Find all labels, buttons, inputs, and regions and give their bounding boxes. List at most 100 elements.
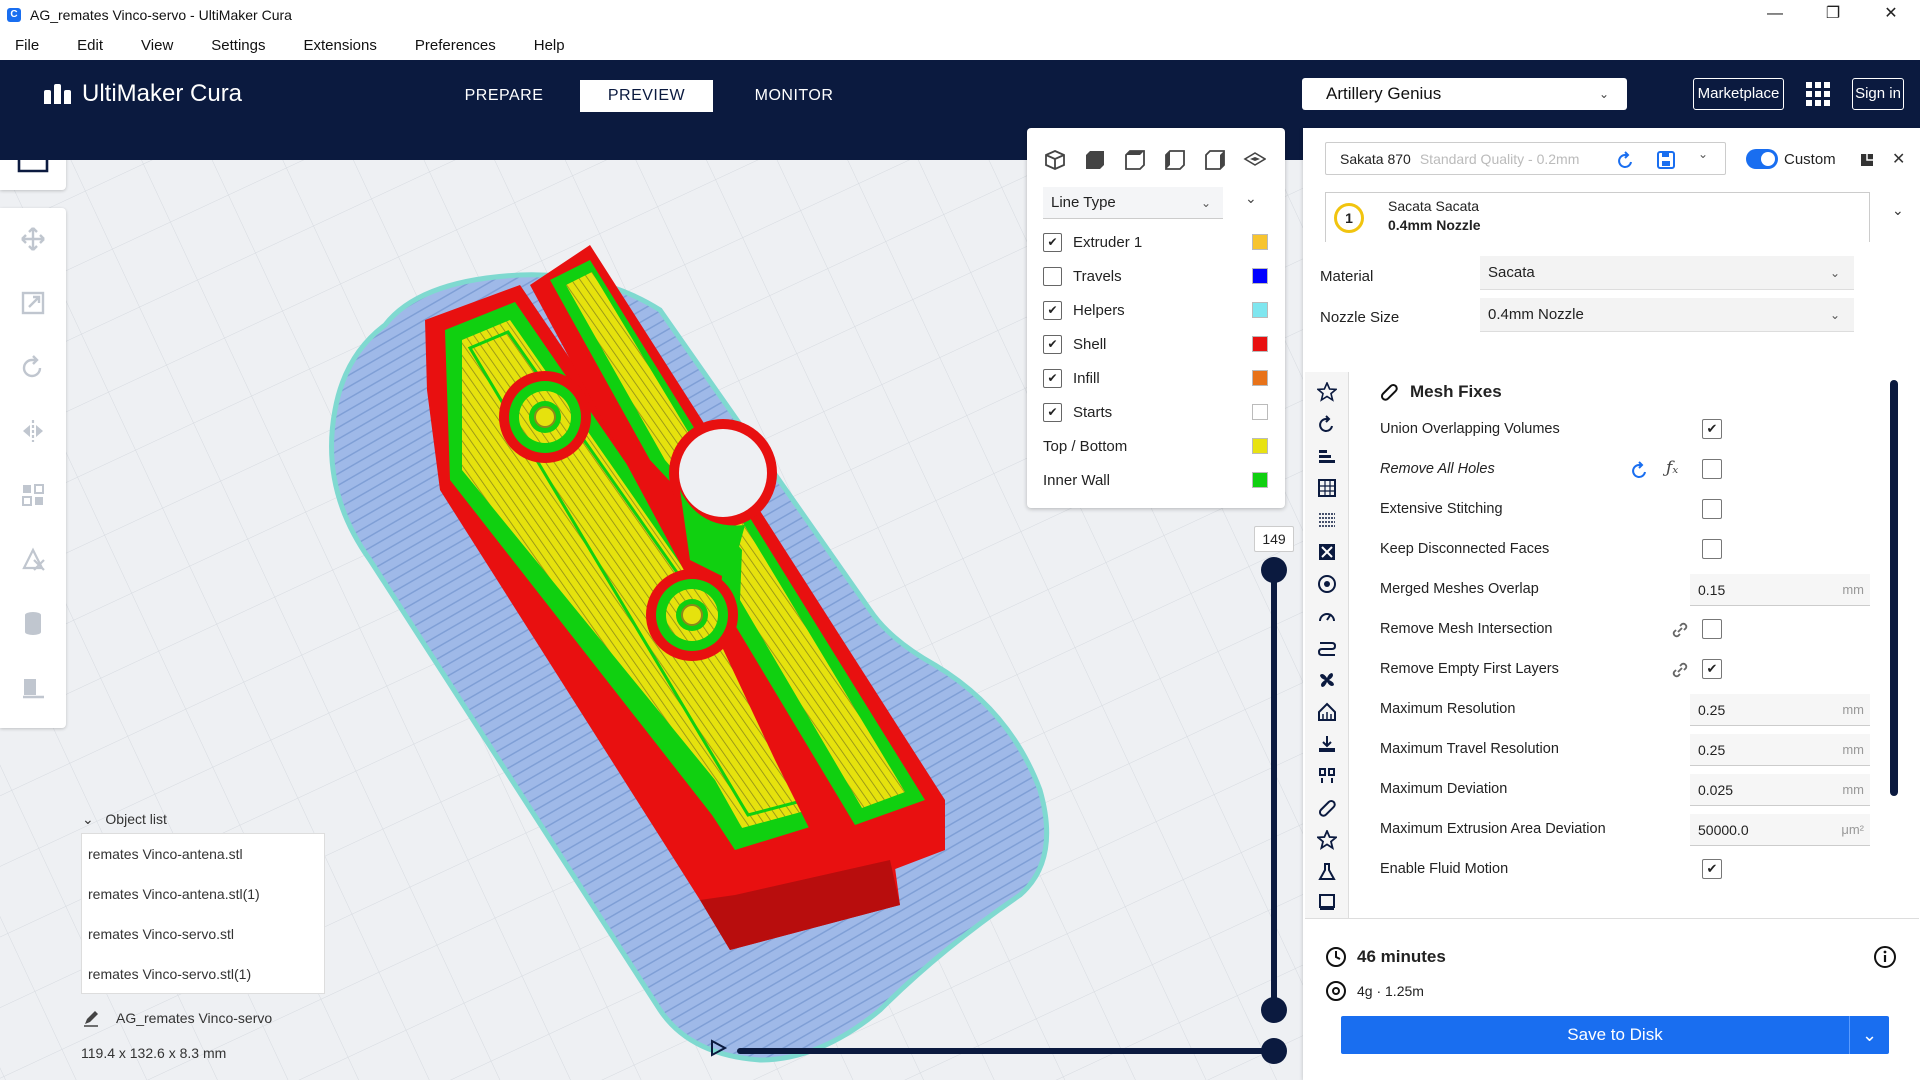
menu-help[interactable]: Help [533, 36, 565, 54]
chevron-down-icon[interactable]: ⌄ [1698, 147, 1709, 161]
checkbox[interactable] [1702, 619, 1722, 639]
front-view-button[interactable] [1083, 148, 1106, 171]
checkbox[interactable] [1702, 499, 1722, 519]
apps-grid-icon[interactable] [1806, 82, 1830, 106]
custom-mode-toggle[interactable] [1746, 149, 1778, 169]
color-scheme-dropdown[interactable]: Line Type ⌄ [1043, 187, 1223, 219]
chevron-down-icon[interactable]: ⌄ [1892, 202, 1904, 218]
legend-row-shell[interactable]: ✔ Shell [1043, 333, 1268, 355]
category-support[interactable] [1315, 700, 1339, 724]
legend-row-helpers[interactable]: ✔ Helpers [1043, 299, 1268, 321]
number-input[interactable]: 0.15 mm [1690, 574, 1870, 606]
section-header-mesh-fixes[interactable]: Mesh Fixes [1378, 381, 1502, 403]
play-icon[interactable] [708, 1038, 728, 1058]
legend-row-extruder[interactable]: ✔ Extruder 1 [1043, 231, 1268, 253]
checkbox[interactable]: ✔ [1043, 402, 1062, 422]
category-recommended[interactable] [1315, 380, 1339, 404]
printer-selector[interactable]: Artillery Genius ⌄ [1302, 78, 1627, 110]
close-icon[interactable]: ✕ [1892, 151, 1906, 168]
support-blocker-tool[interactable] [16, 542, 50, 576]
checkbox[interactable]: ✔ [1702, 659, 1722, 679]
layer-slider-bottom-handle[interactable] [1261, 997, 1287, 1023]
tab-preview[interactable]: PREVIEW [580, 80, 713, 112]
job-name-row[interactable]: AG_remates Vinco-servo [82, 1009, 272, 1027]
category-cooling[interactable] [1315, 668, 1339, 692]
checkbox[interactable]: ✔ [1043, 300, 1062, 320]
number-input[interactable]: 0.25 mm [1690, 734, 1870, 766]
category-walls[interactable] [1315, 476, 1339, 500]
reset-icon[interactable] [1616, 150, 1636, 170]
save-profile-icon[interactable] [1656, 150, 1676, 170]
checkbox[interactable] [1043, 266, 1062, 286]
tab-monitor[interactable]: MONITOR [754, 87, 834, 104]
number-input[interactable]: 50000.0 μm² [1690, 814, 1870, 846]
marketplace-button[interactable]: Marketplace [1693, 78, 1784, 110]
rotate-tool[interactable] [16, 350, 50, 384]
3d-view-button[interactable] [1043, 148, 1066, 171]
info-icon[interactable] [1873, 945, 1897, 969]
reset-setting-icon[interactable] [1630, 460, 1650, 480]
checkbox[interactable]: ✔ [1043, 368, 1062, 388]
menu-preferences[interactable]: Preferences [414, 36, 496, 54]
save-options-dropdown[interactable]: ⌄ [1849, 1016, 1889, 1054]
object-list-item[interactable]: remates Vinco-antena.stl [88, 846, 243, 862]
menu-view[interactable]: View [141, 36, 174, 54]
maximize-button[interactable]: ❐ [1825, 5, 1841, 22]
category-travel[interactable] [1315, 636, 1339, 660]
link-icon[interactable] [1670, 620, 1690, 640]
menu-extensions[interactable]: Extensions [303, 36, 377, 54]
number-input[interactable]: 0.25 mm [1690, 694, 1870, 726]
profile-selector[interactable]: Sakata 870 Standard Quality - 0.2mm ⌄ [1325, 142, 1726, 175]
cylinder-tool[interactable] [16, 606, 50, 640]
material-dropdown[interactable]: Sacata ⌄ [1480, 256, 1854, 290]
object-list-item[interactable]: remates Vinco-antena.stl(1) [88, 886, 260, 902]
minimize-button[interactable]: — [1767, 5, 1783, 22]
category-top-bottom[interactable] [1315, 508, 1339, 532]
layer-number-field[interactable]: 149 [1254, 526, 1294, 552]
category-experimental[interactable] [1315, 860, 1339, 884]
category-mesh-fixes[interactable] [1315, 796, 1339, 820]
settings-scrollbar[interactable] [1890, 380, 1898, 796]
category-infill[interactable] [1315, 540, 1339, 564]
object-list-header[interactable]: ⌄ Object list [82, 811, 167, 828]
category-speed[interactable] [1315, 604, 1339, 628]
number-input[interactable]: 0.025 mm [1690, 774, 1870, 806]
left-view-button[interactable] [1163, 148, 1186, 171]
checkbox[interactable]: ✔ [1043, 232, 1062, 252]
right-view-button[interactable] [1203, 148, 1226, 171]
category-dual-extrusion[interactable] [1315, 764, 1339, 788]
mirror-tool[interactable] [16, 414, 50, 448]
checkbox[interactable] [1702, 539, 1722, 559]
collapse-panel-chevron-icon[interactable]: ⌄ [1245, 190, 1257, 206]
open-file-button[interactable] [0, 160, 66, 190]
layer-view-button[interactable] [1243, 148, 1266, 171]
category-material[interactable] [1315, 572, 1339, 596]
function-icon[interactable]: ƒₓ [1666, 458, 1679, 478]
move-tool[interactable] [16, 222, 50, 256]
menu-file[interactable]: File [15, 36, 40, 54]
legend-row-starts[interactable]: ✔ Starts [1043, 401, 1268, 423]
category-special-modes[interactable] [1315, 828, 1339, 852]
save-to-disk-button[interactable]: Save to Disk ⌄ [1341, 1016, 1889, 1054]
checkbox[interactable]: ✔ [1043, 334, 1062, 354]
top-view-button[interactable] [1123, 148, 1146, 171]
sign-in-button[interactable]: Sign in [1852, 78, 1904, 110]
category-printer[interactable] [1315, 890, 1339, 914]
legend-row-infill[interactable]: ✔ Infill [1043, 367, 1268, 389]
object-list-item[interactable]: remates Vinco-servo.stl(1) [88, 966, 252, 982]
layer-slider-top-handle[interactable] [1261, 557, 1287, 583]
checkbox[interactable]: ✔ [1702, 859, 1722, 879]
path-slider-handle[interactable] [1261, 1038, 1287, 1064]
tab-prepare[interactable]: PREPARE [464, 87, 544, 104]
category-reset[interactable] [1315, 412, 1339, 436]
checkbox[interactable] [1702, 459, 1722, 479]
menu-settings[interactable]: Settings [211, 36, 266, 54]
nozzle-size-dropdown[interactable]: 0.4mm Nozzle ⌄ [1480, 298, 1854, 332]
lay-flat-tool[interactable] [16, 670, 50, 704]
category-quality[interactable] [1315, 444, 1339, 468]
close-window-button[interactable]: ✕ [1884, 5, 1898, 22]
extruder-selector[interactable]: 1 Sacata Sacata 0.4mm Nozzle [1325, 192, 1870, 242]
scale-tool[interactable] [16, 286, 50, 320]
menu-edit[interactable]: Edit [77, 36, 104, 54]
object-list-item[interactable]: remates Vinco-servo.stl [88, 926, 235, 942]
